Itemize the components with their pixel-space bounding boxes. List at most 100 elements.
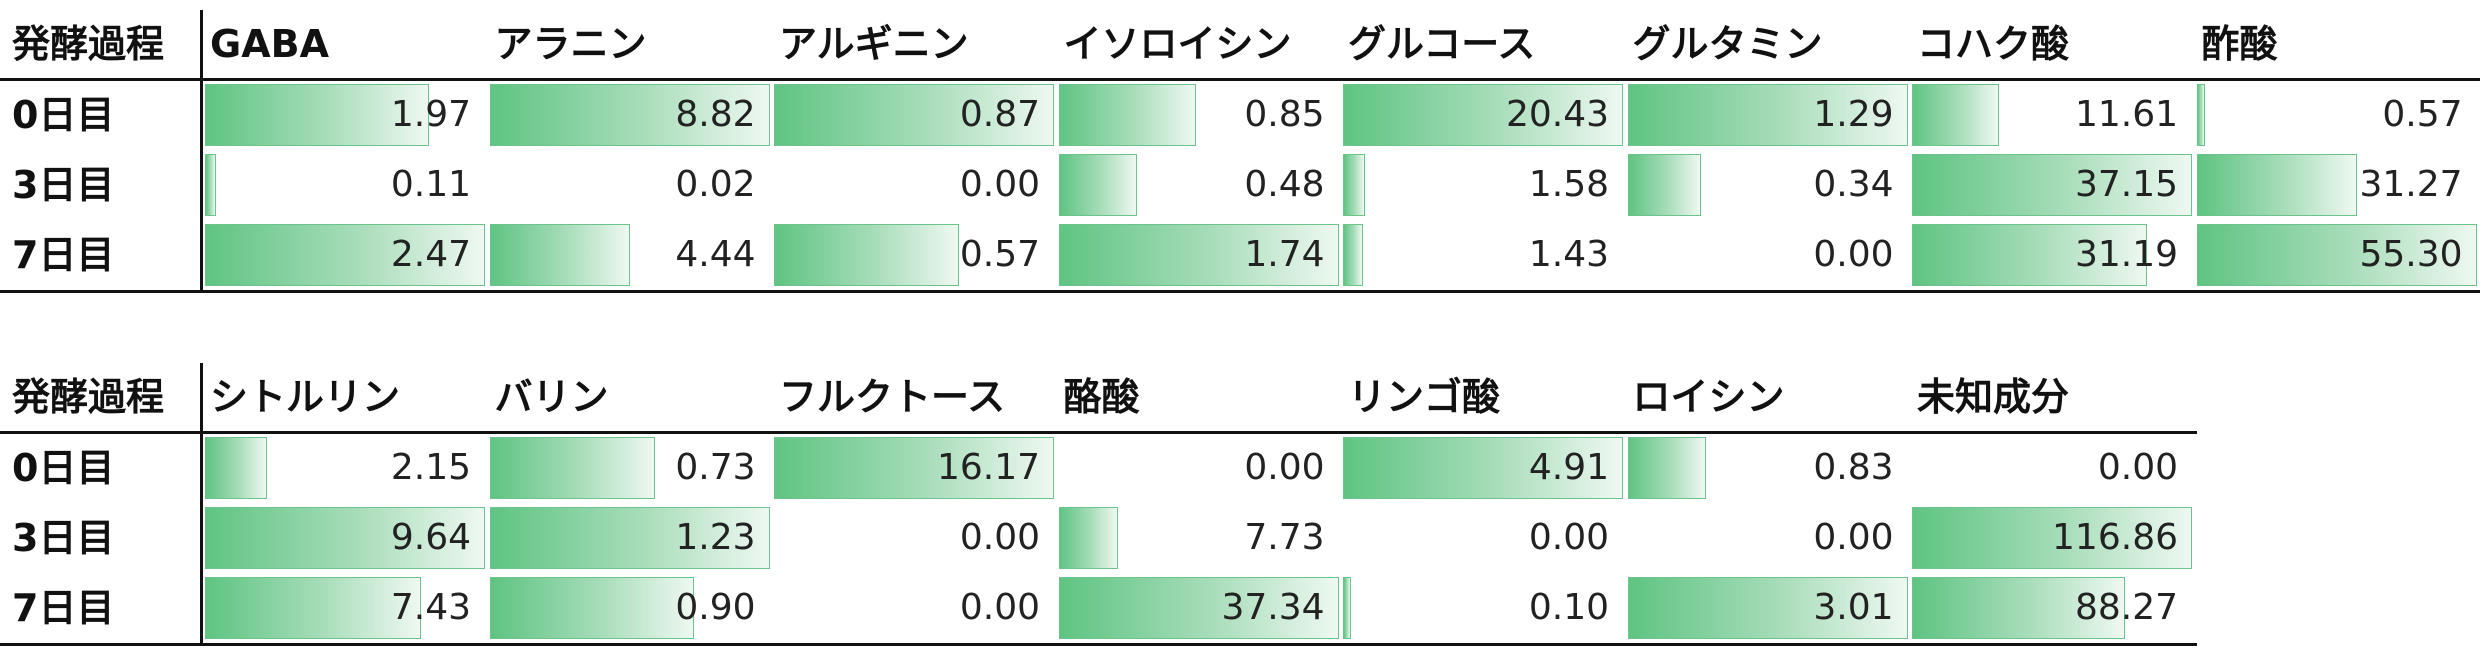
data-bar bbox=[1912, 154, 2192, 216]
cell-value: 9.64 bbox=[390, 517, 471, 558]
cell-value: 0.00 bbox=[959, 587, 1040, 628]
data-cell: 0.11 bbox=[205, 154, 485, 216]
column-header: アルギニン bbox=[779, 22, 969, 66]
cell-value: 1.97 bbox=[390, 94, 471, 135]
cell-value: 0.00 bbox=[1244, 447, 1325, 488]
cell-value: 31.19 bbox=[2074, 234, 2178, 275]
column-header: シトルリン bbox=[210, 375, 401, 419]
data-cell: 3.01 bbox=[1627, 577, 1908, 639]
data-cell: 16.17 bbox=[774, 437, 1054, 499]
data-cell: 1.23 bbox=[489, 507, 770, 569]
cell-value: 0.90 bbox=[675, 587, 756, 628]
cell-value: 4.44 bbox=[675, 234, 756, 275]
column-header: ロイシン bbox=[1632, 375, 1785, 419]
data-bar bbox=[205, 154, 216, 216]
data-cell: 31.19 bbox=[1912, 224, 2192, 286]
header-divider bbox=[0, 431, 2197, 434]
cell-value: 116.86 bbox=[2052, 517, 2178, 558]
cell-value: 7.73 bbox=[1244, 517, 1325, 558]
cell-value: 20.43 bbox=[1505, 94, 1609, 135]
header-divider bbox=[0, 78, 2480, 81]
table-row: 3日目 0.11 0.02 0.00 0.48 1.58 0.34 37.15 31.27 bbox=[0, 150, 2480, 220]
data-bar bbox=[205, 224, 485, 286]
cell-value: 1.43 bbox=[1528, 234, 1609, 275]
data-bar bbox=[2196, 154, 2357, 216]
data-bar bbox=[2196, 224, 2477, 286]
data-bar bbox=[1343, 154, 1365, 216]
data-cell: 0.57 bbox=[2196, 84, 2477, 146]
data-cell: 0.48 bbox=[1058, 154, 1339, 216]
data-bar bbox=[2196, 84, 2205, 146]
data-bar bbox=[205, 84, 429, 146]
data-cell: 116.86 bbox=[1912, 507, 2192, 569]
data-cell: 0.00 bbox=[774, 154, 1054, 216]
data-cell: 37.15 bbox=[1912, 154, 2192, 216]
data-bar bbox=[1627, 154, 1701, 216]
table-row: 3日目 9.64 1.23 0.00 7.73 0.00 0.00 116.86 bbox=[0, 503, 2197, 573]
data-cell: 88.27 bbox=[1912, 577, 2192, 639]
data-bar bbox=[1058, 84, 1196, 146]
cell-value: 0.00 bbox=[2097, 447, 2178, 488]
cell-value: 0.00 bbox=[1813, 517, 1894, 558]
stage-header: 発酵過程 bbox=[12, 375, 165, 419]
data-cell: 1.74 bbox=[1058, 224, 1339, 286]
row-label: 0日目 bbox=[12, 446, 115, 490]
column-header: コハク酸 bbox=[1917, 22, 2070, 66]
label-divider bbox=[200, 363, 203, 646]
data-bar bbox=[205, 577, 421, 639]
data-bar bbox=[489, 224, 630, 286]
data-cell: 0.00 bbox=[1628, 507, 1908, 569]
data-bar bbox=[1627, 437, 1706, 499]
data-bar bbox=[489, 507, 770, 569]
data-cell: 0.34 bbox=[1627, 154, 1908, 216]
table-row: 7日目 2.47 4.44 0.57 1.74 1.43 0.00 31.19 55.30 bbox=[0, 220, 2480, 290]
data-cell: 0.00 bbox=[1343, 507, 1623, 569]
data-bar bbox=[1058, 507, 1118, 569]
cell-value: 0.00 bbox=[1813, 234, 1894, 275]
cell-value: 0.11 bbox=[390, 164, 471, 205]
row-label: 0日目 bbox=[12, 93, 115, 137]
cell-value: 16.17 bbox=[936, 447, 1040, 488]
data-cell: 0.57 bbox=[774, 224, 1054, 286]
data-cell: 2.47 bbox=[205, 224, 485, 286]
data-bar bbox=[1343, 84, 1623, 146]
data-bar bbox=[774, 84, 1054, 146]
data-cell: 1.58 bbox=[1343, 154, 1623, 216]
data-bar bbox=[1912, 224, 2147, 286]
data-bar bbox=[1343, 224, 1363, 286]
data-cell: 1.97 bbox=[205, 84, 485, 146]
cell-value: 0.87 bbox=[959, 94, 1040, 135]
data-cell: 0.73 bbox=[489, 437, 770, 499]
data-cell: 4.44 bbox=[489, 224, 770, 286]
cell-value: 0.34 bbox=[1813, 164, 1894, 205]
data-cell: 7.73 bbox=[1058, 507, 1339, 569]
cell-value: 2.15 bbox=[390, 447, 471, 488]
data-bar bbox=[774, 224, 959, 286]
cell-value: 0.00 bbox=[959, 517, 1040, 558]
data-bar bbox=[1058, 224, 1339, 286]
data-cell: 7.43 bbox=[205, 577, 485, 639]
data-bar bbox=[1912, 84, 1999, 146]
data-cell: 0.00 bbox=[1628, 224, 1908, 286]
data-bar bbox=[1627, 577, 1908, 639]
cell-value: 1.74 bbox=[1244, 234, 1325, 275]
data-cell: 0.02 bbox=[490, 154, 770, 216]
data-bar bbox=[205, 437, 267, 499]
cell-value: 11.61 bbox=[2074, 94, 2178, 135]
column-header: GABA bbox=[210, 22, 329, 66]
column-header: リンゴ酸 bbox=[1348, 375, 1501, 419]
data-bar bbox=[1058, 154, 1137, 216]
cell-value: 1.58 bbox=[1528, 164, 1609, 205]
data-cell: 1.43 bbox=[1343, 224, 1623, 286]
cell-value: 0.57 bbox=[2382, 94, 2463, 135]
cell-value: 0.48 bbox=[1244, 164, 1325, 205]
data-bar bbox=[774, 437, 1054, 499]
data-bar bbox=[489, 577, 694, 639]
column-header: フルクトース bbox=[779, 375, 1006, 419]
data-cell: 20.43 bbox=[1343, 84, 1623, 146]
cell-value: 37.15 bbox=[2074, 164, 2178, 205]
data-bar bbox=[1627, 84, 1908, 146]
cell-value: 31.27 bbox=[2359, 164, 2463, 205]
cell-value: 0.02 bbox=[675, 164, 756, 205]
cell-value: 0.10 bbox=[1528, 587, 1609, 628]
